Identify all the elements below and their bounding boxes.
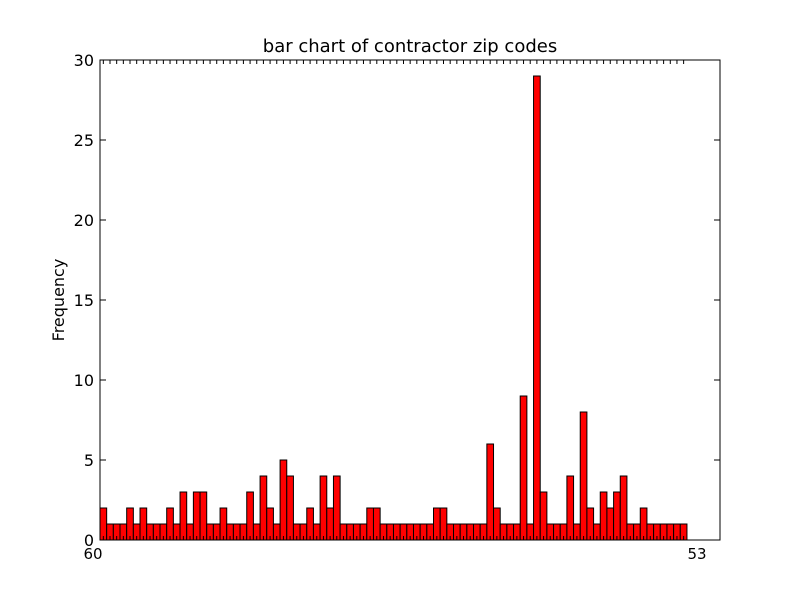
bar [179, 491, 188, 541]
bar [639, 507, 648, 541]
bar [319, 475, 328, 541]
bar [246, 491, 254, 541]
bar [372, 507, 381, 541]
y-tick-label: 15 [74, 291, 94, 310]
bar [606, 507, 615, 541]
bar [486, 443, 495, 541]
y-tick-label: 10 [74, 371, 94, 390]
bar [266, 507, 274, 541]
bar [366, 507, 374, 541]
bar [493, 507, 501, 541]
y-axis: 0 5 10 15 20 25 30 [74, 51, 720, 550]
bar [439, 507, 448, 541]
y-tick-label: 30 [74, 51, 94, 70]
y-tick-label: 0 [84, 531, 94, 550]
bar [306, 507, 314, 541]
bars-layer [99, 75, 688, 541]
y-tick-label: 20 [74, 211, 94, 230]
bar [619, 475, 628, 541]
bar [99, 507, 108, 541]
bar [279, 459, 288, 541]
x-tick-label-first: 60 [83, 545, 102, 563]
bar [326, 507, 334, 541]
bar [219, 507, 228, 541]
bar [539, 491, 548, 541]
bar [519, 395, 528, 541]
bar [286, 475, 294, 541]
bar [259, 475, 268, 541]
chart-title: bar chart of contractor zip codes [263, 36, 557, 57]
y-tick-label: 25 [74, 131, 94, 150]
bar [192, 491, 201, 541]
y-tick-label: 5 [84, 451, 94, 470]
bar [613, 491, 621, 541]
bar [332, 475, 341, 541]
bar [566, 475, 575, 541]
bar [199, 491, 208, 541]
bar [579, 411, 588, 541]
bar [139, 507, 148, 541]
bar [433, 507, 441, 541]
bar [166, 507, 174, 541]
x-tick-label-last: 53 [687, 545, 706, 563]
bar [599, 491, 608, 541]
bar [586, 507, 595, 541]
axes-frame [99, 59, 721, 541]
x-axis: 60 53 [83, 60, 707, 563]
bar [533, 75, 541, 541]
bar [126, 507, 134, 541]
y-axis-label: Frequency [49, 259, 68, 342]
